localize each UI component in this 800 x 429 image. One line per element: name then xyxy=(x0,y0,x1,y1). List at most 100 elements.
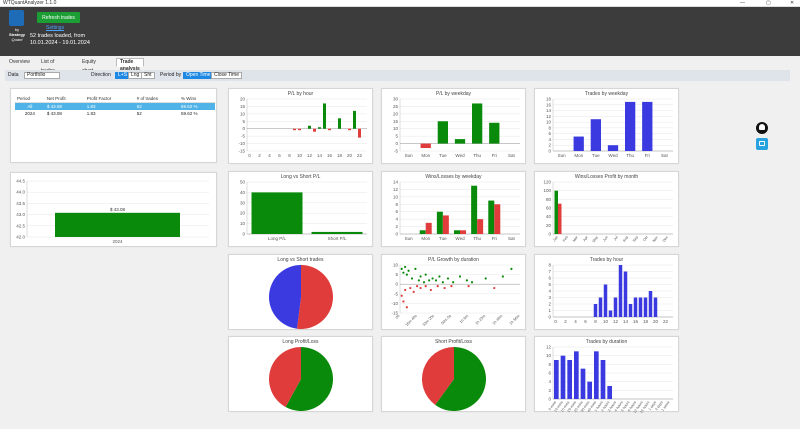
y-tick-label: 14 xyxy=(546,108,552,113)
bar xyxy=(419,230,426,234)
direction-short-button[interactable]: Sht xyxy=(141,72,155,79)
data-select[interactable]: Portfolio xyxy=(24,72,60,79)
y-tick-label: 2 xyxy=(395,224,398,229)
x-tick-label: 12 xyxy=(307,153,313,158)
y-tick-label: 50 xyxy=(240,180,246,185)
minimize-button[interactable]: — xyxy=(740,0,745,6)
scatter-point xyxy=(410,277,414,280)
pl-weekday-panel: P/L by weekday 30 25 20 15 10 5 0 -5 Sun Mon Tue We… xyxy=(381,88,526,164)
scatter-point xyxy=(470,281,474,284)
tab-trade-analysis[interactable]: Trade analysis xyxy=(116,58,144,72)
long-pl-panel: Long Profit/Loss xyxy=(228,336,373,412)
bar xyxy=(353,110,356,129)
x-tick-label: 8 xyxy=(594,319,597,324)
x-tick-label: Oct xyxy=(642,235,648,242)
data-label: Data xyxy=(8,72,19,78)
y-tick-label: 20 xyxy=(240,97,246,102)
scatter-point xyxy=(402,300,405,303)
x-tick-label: 4 xyxy=(574,319,577,324)
cell: 59.62 % xyxy=(179,102,215,110)
y-tick-label: 2 xyxy=(548,143,551,148)
x-tick-label: 50m 0s xyxy=(441,314,453,326)
y-tick-label: 42.0 xyxy=(16,235,25,240)
scatter-point xyxy=(484,277,487,280)
x-tick-label: Mon xyxy=(574,153,583,158)
scatter-point xyxy=(412,290,415,293)
scatter-point xyxy=(428,279,431,282)
bar xyxy=(560,355,566,399)
scatter-point xyxy=(417,279,420,282)
scatter-point xyxy=(446,277,450,280)
period-open-time-button[interactable]: Open Time xyxy=(183,72,214,79)
y-tick-label: 0 xyxy=(548,315,551,320)
x-tick-label: 15 mins xyxy=(560,400,571,413)
pie-slice xyxy=(296,265,333,329)
export-icon[interactable] xyxy=(756,138,768,150)
tab-equity-chart[interactable]: Equity chart xyxy=(82,59,96,74)
bar xyxy=(494,204,501,234)
x-tick-label: 45 mins xyxy=(587,400,598,413)
bar xyxy=(323,103,326,129)
refresh-trades-button[interactable]: Refresh trades xyxy=(37,12,80,23)
bar xyxy=(436,211,443,234)
cell: 2024 xyxy=(24,111,35,116)
close-button[interactable]: ✕ xyxy=(790,0,795,6)
pie-slice xyxy=(435,347,486,411)
bar xyxy=(598,297,603,317)
col-wins: % Wins xyxy=(179,95,215,103)
y-tick-label: 44.0 xyxy=(16,190,25,195)
bar-value-label: $ 43.08 xyxy=(110,207,126,212)
x-tick-label: Tue xyxy=(439,236,447,241)
x-tick-label: Aug xyxy=(622,235,629,243)
x-tick-label: 5 mins xyxy=(548,400,557,411)
scatter-point xyxy=(419,275,422,278)
settings-link[interactable]: Settings xyxy=(46,25,65,31)
cell: All xyxy=(15,102,45,110)
x-tick-label: Wed xyxy=(455,236,465,241)
x-tick-label: 12 xyxy=(613,319,619,324)
x-tick-label: Dec xyxy=(662,235,669,243)
y-tick-label: 0 xyxy=(548,232,551,237)
y-tick-label: 3 xyxy=(548,295,551,300)
y-tick-label: 8 xyxy=(395,202,398,207)
logo-by: by xyxy=(14,27,20,32)
bar xyxy=(425,222,432,234)
x-tick-label: 16m 40s xyxy=(405,314,418,327)
table-row[interactable]: 2024 $ 43.08 1.83 52 59.62 % xyxy=(15,110,215,117)
bar xyxy=(328,128,331,131)
scatter-point xyxy=(467,285,470,288)
x-tick-label: 33m 20s xyxy=(422,314,435,327)
chart-title: Wins/Losses by weekday xyxy=(425,174,482,180)
logo-quant: Quant xyxy=(11,37,23,42)
tab-overview[interactable]: Overview xyxy=(9,59,30,65)
scatter-point xyxy=(414,267,417,270)
scatter-point xyxy=(416,285,419,288)
bar xyxy=(471,185,478,234)
y-tick-label: -10 xyxy=(391,301,398,306)
y-tick-label: 18 xyxy=(546,97,552,102)
x-tick-label: 1h 23m xyxy=(475,314,487,326)
bar xyxy=(608,310,613,317)
x-tick-label: 0 xyxy=(554,319,557,324)
direction-label: Direction xyxy=(91,72,111,78)
yearly-chart: 44.5 44.0 43.5 43.0 42.5 42.0 $ 43.08 2024 xyxy=(16,179,209,244)
cell: 1.83 xyxy=(84,102,135,110)
tab-list-of-trades[interactable]: List of trades xyxy=(41,59,55,74)
bar xyxy=(580,368,586,399)
cell: 59.62 % xyxy=(181,111,198,116)
long-short-panel: Long vs Short P/L 50 40 30 20 10 0 Long P/L Sho… xyxy=(228,171,373,247)
y-tick-label: 10 xyxy=(546,353,552,358)
chart-title: P/L by weekday xyxy=(435,91,472,97)
ai-assistant-icon[interactable] xyxy=(756,122,768,134)
y-tick-label: 4 xyxy=(548,289,551,294)
scatter-point xyxy=(409,286,412,290)
period-close-time-button[interactable]: Close Time xyxy=(211,72,243,79)
y-tick-label: 4 xyxy=(548,379,551,384)
maximize-button[interactable]: ▢ xyxy=(766,0,771,6)
bar xyxy=(600,360,606,399)
table-row[interactable]: All $ 43.08 1.83 52 59.62 % xyxy=(15,102,215,110)
bar xyxy=(251,192,303,234)
x-tick-label: 1 hours xyxy=(594,400,604,412)
x-tick-label: 2 days xyxy=(654,400,663,411)
